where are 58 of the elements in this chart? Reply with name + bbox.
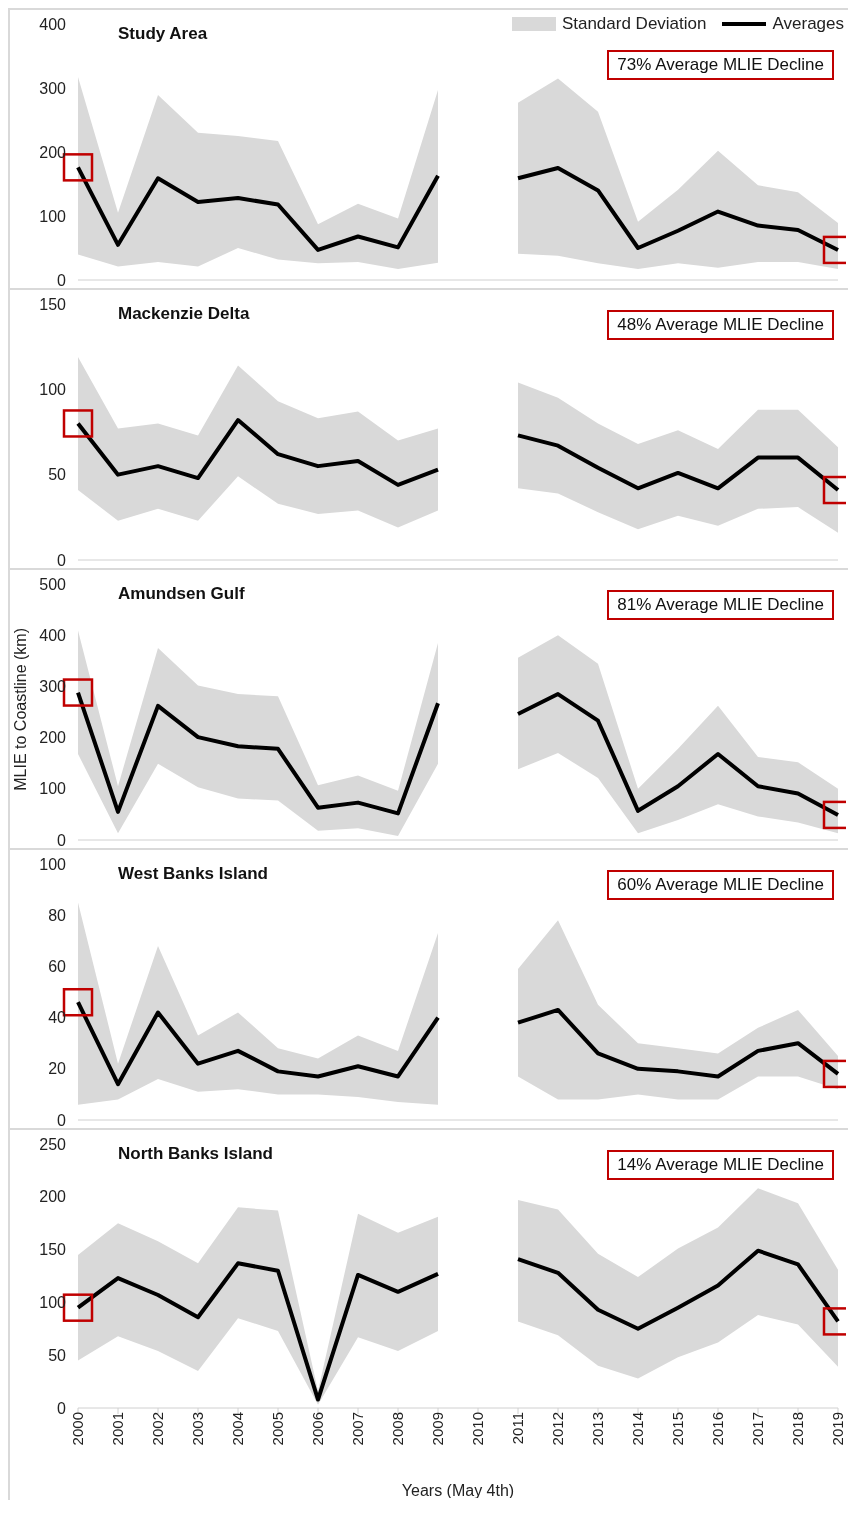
- y-tick-label: 0: [57, 551, 67, 569]
- y-tick-label: 100: [39, 780, 67, 798]
- y-axis-title: MLIE to Coastline (km): [12, 627, 30, 791]
- x-tick-label: 2007: [348, 1412, 366, 1446]
- y-tick-label: 200: [39, 1188, 67, 1206]
- y-tick-label: 0: [57, 831, 67, 849]
- x-tick-label: 2011: [508, 1412, 526, 1445]
- annotation: 60% Average MLIE Decline: [607, 870, 834, 900]
- chart-title: North Banks Island: [118, 1144, 273, 1164]
- y-tick-label: 50: [48, 466, 67, 484]
- x-tick-label: 2014: [628, 1412, 646, 1446]
- annotation: 14% Average MLIE Decline: [607, 1150, 834, 1180]
- x-tick-label: 2002: [148, 1412, 166, 1446]
- y-tick-label: 100: [39, 207, 67, 225]
- y-tick-label: 150: [39, 295, 67, 313]
- y-tick-label: 400: [39, 15, 67, 33]
- legend-label: Averages: [772, 14, 844, 34]
- x-tick-label: 2015: [668, 1412, 686, 1446]
- y-tick-label: 40: [48, 1009, 67, 1027]
- y-tick-label: 150: [39, 1241, 67, 1259]
- x-tick-label: 2003: [188, 1412, 206, 1446]
- x-tick-label: 2000: [68, 1412, 86, 1446]
- y-tick-label: 400: [39, 626, 67, 644]
- y-tick-label: 200: [39, 729, 67, 747]
- y-tick-label: 50: [48, 1346, 67, 1364]
- y-tick-label: 0: [57, 1399, 67, 1417]
- x-tick-label: 2010: [468, 1412, 486, 1446]
- annotation: 73% Average MLIE Decline: [607, 50, 834, 80]
- y-tick-label: 250: [39, 1135, 67, 1153]
- x-tick-label: 2006: [308, 1412, 326, 1446]
- x-tick-label: 2019: [828, 1412, 846, 1446]
- chart-title: Study Area: [118, 24, 208, 44]
- y-tick-label: 0: [57, 1111, 67, 1129]
- annotation: 48% Average MLIE Decline: [607, 310, 834, 340]
- y-tick-label: 100: [39, 855, 67, 873]
- x-tick-label: 2009: [428, 1412, 446, 1446]
- chart-title: Mackenzie Delta: [118, 304, 250, 324]
- y-tick-label: 100: [39, 381, 67, 399]
- y-tick-label: 200: [39, 143, 67, 161]
- y-tick-label: 500: [39, 575, 67, 593]
- x-tick-label: 2004: [228, 1412, 246, 1446]
- y-tick-label: 300: [39, 79, 67, 97]
- x-tick-label: 2017: [748, 1412, 766, 1446]
- chart-title: West Banks Island: [118, 864, 268, 884]
- x-tick-label: 2005: [268, 1412, 286, 1446]
- y-tick-label: 20: [48, 1060, 67, 1078]
- y-tick-label: 60: [48, 958, 67, 976]
- x-tick-label: 2001: [108, 1412, 126, 1446]
- x-tick-label: 2008: [388, 1412, 406, 1446]
- x-tick-label: 2013: [588, 1412, 606, 1446]
- y-tick-label: 80: [48, 906, 67, 924]
- annotation: Standard Deviation: [561, 14, 707, 34]
- chart-title: Amundsen Gulf: [118, 584, 245, 604]
- x-tick-label: 2012: [548, 1412, 566, 1446]
- y-tick-label: 0: [57, 271, 67, 289]
- x-tick-label: 2016: [708, 1412, 726, 1446]
- x-tick-label: 2018: [788, 1412, 806, 1446]
- annotation: 81% Average MLIE Decline: [607, 590, 834, 620]
